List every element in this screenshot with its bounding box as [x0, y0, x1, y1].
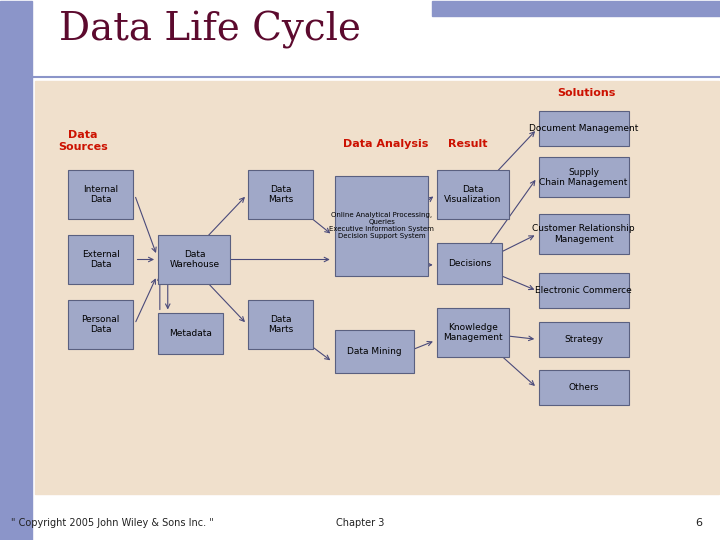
FancyBboxPatch shape	[539, 321, 629, 356]
Text: Knowledge
Management: Knowledge Management	[444, 322, 503, 342]
Text: Data Analysis: Data Analysis	[343, 139, 428, 149]
FancyBboxPatch shape	[335, 176, 428, 276]
Text: Decisions: Decisions	[448, 259, 491, 268]
FancyBboxPatch shape	[68, 300, 133, 348]
Text: Customer Relationship
Management: Customer Relationship Management	[532, 224, 635, 244]
FancyBboxPatch shape	[335, 329, 414, 373]
Text: " Copyright 2005 John Wiley & Sons Inc. ": " Copyright 2005 John Wiley & Sons Inc. …	[11, 518, 214, 528]
Text: Data
Sources: Data Sources	[58, 130, 108, 152]
FancyBboxPatch shape	[68, 235, 133, 284]
FancyBboxPatch shape	[539, 157, 629, 198]
FancyBboxPatch shape	[539, 273, 629, 308]
Text: Solutions: Solutions	[557, 87, 616, 98]
FancyBboxPatch shape	[539, 214, 629, 254]
FancyBboxPatch shape	[437, 171, 509, 219]
Text: Others: Others	[568, 383, 599, 392]
FancyBboxPatch shape	[158, 235, 230, 284]
FancyBboxPatch shape	[158, 313, 223, 354]
FancyBboxPatch shape	[68, 171, 133, 219]
Text: Data
Marts: Data Marts	[268, 314, 294, 334]
Text: Result: Result	[449, 139, 487, 149]
Bar	[0, 1, 32, 540]
Text: Strategy: Strategy	[564, 335, 603, 343]
Text: Data
Visualization: Data Visualization	[444, 185, 502, 205]
Text: Data Life Cycle: Data Life Cycle	[59, 11, 361, 49]
Text: Metadata: Metadata	[169, 329, 212, 338]
FancyBboxPatch shape	[539, 111, 629, 146]
FancyBboxPatch shape	[437, 244, 502, 284]
FancyBboxPatch shape	[248, 171, 313, 219]
FancyBboxPatch shape	[539, 370, 629, 405]
Text: Chapter 3: Chapter 3	[336, 518, 384, 528]
Text: 6: 6	[695, 518, 702, 528]
Bar	[35, 82, 719, 494]
FancyBboxPatch shape	[437, 308, 509, 356]
Text: Data Mining: Data Mining	[347, 347, 402, 356]
Text: Online Analytical Processing,
Queries
Executive Information System
Decision Supp: Online Analytical Processing, Queries Ex…	[329, 212, 434, 239]
Text: Electronic Commerce: Electronic Commerce	[535, 286, 632, 295]
Text: Supply
Chain Management: Supply Chain Management	[539, 167, 628, 187]
Text: Data
Marts: Data Marts	[268, 185, 294, 205]
FancyBboxPatch shape	[248, 300, 313, 348]
Text: External
Data: External Data	[82, 250, 120, 269]
Text: Data
Warehouse: Data Warehouse	[169, 250, 220, 269]
Text: Internal
Data: Internal Data	[84, 185, 118, 205]
Bar	[432, 1, 720, 16]
Text: Personal
Data: Personal Data	[81, 314, 120, 334]
Text: Document Management: Document Management	[529, 124, 638, 133]
